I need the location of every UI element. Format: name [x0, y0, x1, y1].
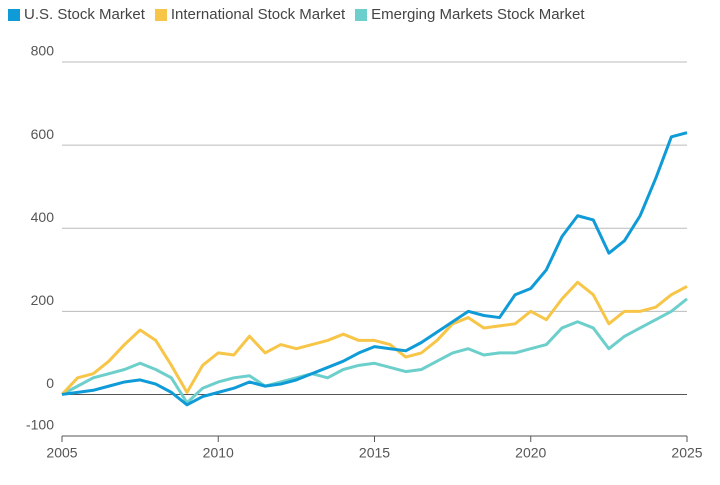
legend-label: International Stock Market	[170, 6, 346, 23]
legend: U.S. Stock Market International Stock Mar…	[8, 6, 585, 23]
y-tick-label: 600	[31, 126, 55, 142]
y-tick-label: 800	[31, 43, 55, 59]
x-tick-label: 2020	[515, 445, 546, 461]
series-line	[61, 131, 688, 407]
legend-item: International Stock Market	[154, 6, 346, 23]
y-tick-label: 0	[46, 375, 54, 391]
x-tick-label: 2005	[46, 445, 77, 461]
legend-swatch	[154, 8, 167, 21]
y-tick-label: -100	[26, 417, 54, 433]
legend-swatch	[355, 8, 368, 21]
legend-label: U.S. Stock Market	[24, 6, 145, 23]
legend-swatch	[8, 8, 20, 21]
series-line	[61, 297, 688, 405]
x-tick-label: 2015	[359, 445, 390, 461]
x-tick-label: 2025	[671, 445, 702, 461]
y-tick-label: 200	[31, 292, 55, 308]
legend-label: Emerging Markets Stock Market	[371, 6, 585, 23]
legend-item: U.S. Stock Market	[8, 6, 145, 23]
legend-item: Emerging Markets Stock Market	[355, 6, 585, 23]
y-tick-label: 400	[31, 209, 55, 225]
series-line	[60, 280, 688, 396]
x-tick-label: 2010	[203, 445, 234, 461]
